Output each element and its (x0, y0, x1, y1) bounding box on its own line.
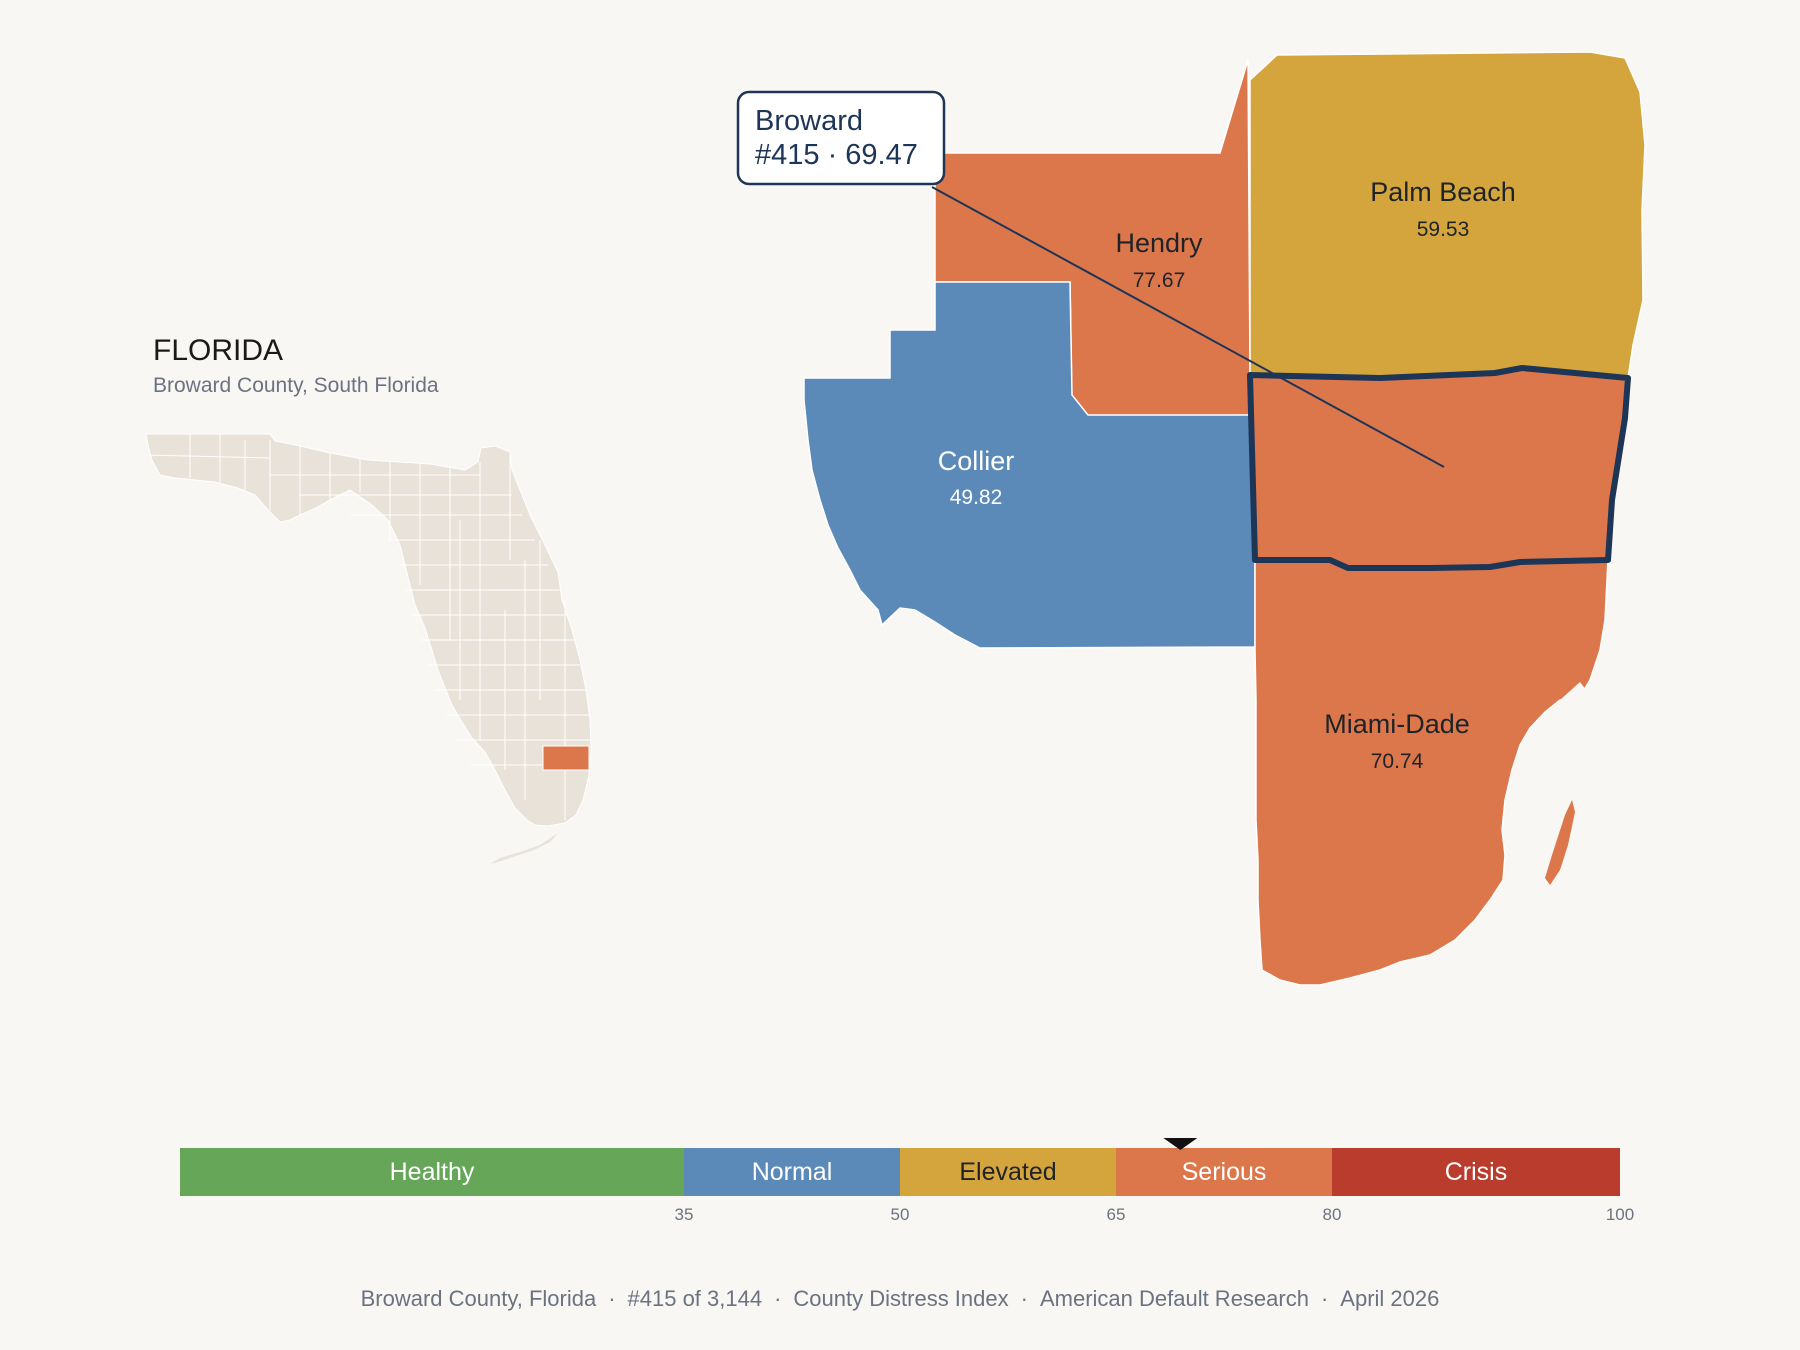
county-score-palm-beach: 59.53 (1417, 218, 1470, 241)
footer-separator: · (1320, 1286, 1329, 1311)
callout-leader-line (931, 186, 1445, 468)
callout-rank-score: #415 · 69.47 (755, 139, 918, 171)
legend-scale-bar: Healthy Normal Elevated Serious Crisis 35 50 65… (180, 1138, 1634, 1224)
legend-band-label: Normal (752, 1158, 833, 1186)
legend-band-serious (1116, 1148, 1332, 1196)
legend-band-label: Serious (1182, 1158, 1267, 1186)
footer: Broward County, Florida · #415 of 3,144 · Co… (0, 1286, 1800, 1312)
county-map: Hendry 77.67 Palm Beach 59.53 Collier 49… (803, 51, 1646, 986)
footer-source: American Default Research (1039, 1286, 1309, 1311)
county-score-miami-dade: 70.74 (1371, 750, 1424, 773)
county-score-hendry: 77.67 (1133, 269, 1186, 292)
state-inset: FLORIDA Broward County, South Florida (145, 334, 592, 864)
county-label-miami-dade: Miami-Dade (1324, 709, 1470, 739)
state-subtitle: Broward County, South Florida (153, 374, 439, 397)
legend-band-label: Crisis (1445, 1158, 1508, 1186)
county-broward (1250, 368, 1628, 568)
footer-date: April 2026 (1340, 1286, 1440, 1311)
legend-tick-label: 80 (1323, 1205, 1342, 1224)
legend-band-healthy (180, 1148, 684, 1196)
legend-band-label: Elevated (959, 1158, 1056, 1186)
county-label-collier: Collier (938, 446, 1015, 476)
biscayne-bay (1512, 682, 1590, 880)
footer-rank: #415 of 3,144 (627, 1286, 763, 1311)
legend-tick-label: 100 (1606, 1205, 1634, 1224)
footer-index-name: County Distress Index (793, 1286, 1009, 1311)
florida-keys (490, 833, 558, 864)
county-miami-dade (1254, 559, 1609, 986)
footer-separator: · (1020, 1286, 1028, 1311)
county-label-hendry: Hendry (1115, 228, 1203, 258)
callout-county-name: Broward (755, 105, 863, 137)
legend-band-elevated (900, 1148, 1116, 1196)
county-palm-beach (1249, 51, 1646, 379)
inset-county-lines (145, 434, 590, 820)
legend-tick-label: 50 (891, 1205, 910, 1224)
callout-box (736, 90, 946, 186)
county-label-palm-beach: Palm Beach (1370, 177, 1516, 207)
footer-county-state: Broward County, Florida (360, 1286, 597, 1311)
state-title: FLORIDA (153, 334, 283, 367)
broward-highlight-outline (1247, 365, 1631, 571)
legend-marker-icon (1163, 1138, 1198, 1150)
legend-tick-label: 65 (1107, 1205, 1126, 1224)
county-score-collier: 49.82 (950, 486, 1003, 509)
legend-band-normal (684, 1148, 900, 1196)
inset-broward-highlight (542, 745, 590, 771)
footer-separator: · (608, 1286, 616, 1311)
broward-callout: Broward #415 · 69.47 (736, 90, 1445, 468)
legend-band-crisis (1332, 1148, 1620, 1196)
florida-outline (145, 433, 592, 827)
key-biscayne-islands (1545, 800, 1575, 885)
legend-tick-label: 35 (675, 1205, 694, 1224)
legend-band-label: Healthy (390, 1158, 475, 1186)
footer-separator: · (774, 1286, 782, 1311)
